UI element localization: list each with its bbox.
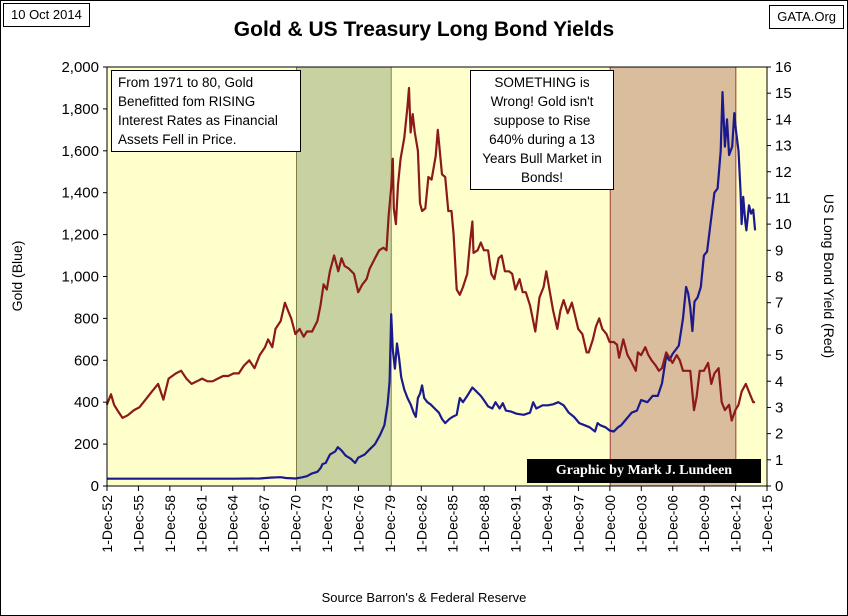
x-axis-tick-label: 1-Dec-03 [633,495,649,553]
x-axis-tick-label: 1-Dec-55 [130,495,146,553]
x-axis-tick-label: 1-Dec-00 [602,495,618,553]
date-label: 10 Oct 2014 [3,3,90,27]
x-axis-tick-label: 1-Dec-73 [319,495,335,553]
right-axis-tick-label: 1 [775,452,783,469]
x-axis-tick-label: 1-Dec-79 [382,495,398,553]
shaded-period-2 [609,66,737,487]
x-axis-tick-label: 1-Dec-09 [696,495,712,553]
right-axis-tick-label: 6 [775,321,783,338]
left-axis-tick-label: 600 [74,352,99,369]
left-axis-tick-label: 200 [74,436,99,453]
x-axis-tick-label: 1-Dec-97 [570,495,586,553]
right-axis-tick-label: 3 [775,399,783,416]
source-label: Source Barron's & Federal Reserve [321,590,527,605]
gold-price-line [106,91,757,480]
right-axis-tick-label: 16 [775,59,792,76]
left-axis-tick-label: 1,600 [61,143,99,160]
right-axis-tick-label: 12 [775,164,792,181]
annotation-1971-80: From 1971 to 80, Gold Benefitted fom RIS… [111,70,301,152]
x-axis-tick-label: 1-Dec-61 [193,495,209,553]
right-axis-tick-label: 13 [775,138,792,155]
chart-title: Gold & US Treasury Long Bond Yields [233,18,615,41]
x-axis-tick-label: 1-Dec-67 [256,495,272,553]
shaded-period-1 [296,66,392,487]
x-axis-tick-label: 1-Dec-64 [225,495,241,553]
x-axis-tick-label: 1-Dec-70 [288,495,304,553]
x-axis-tick-label: 1-Dec-15 [759,495,775,553]
bond-yield-line [105,86,756,422]
right-axis-tick-label: 4 [775,373,783,390]
right-axis-tick-label: 8 [775,269,783,286]
left-axis-tick-label: 1,400 [61,185,99,202]
left-axis-tick-label: 800 [74,310,99,327]
left-axis-tick-label: 1,000 [61,269,99,286]
x-axis-tick-label: 1-Dec-52 [99,495,115,553]
right-axis-tick-label: 11 [775,190,791,207]
right-axis-tick-label: 0 [775,478,783,495]
credit-label: Graphic by Mark J. Lundeen [527,459,761,483]
x-axis-tick-label: 1-Dec-58 [162,495,178,553]
left-axis-tick-label: 0 [91,478,99,495]
left-axis-tick-label: 1,800 [61,101,99,118]
left-axis-tick-label: 2,000 [61,59,99,76]
right-axis-tick-label: 5 [775,347,783,364]
x-axis-tick-label: 1-Dec-94 [539,495,555,553]
left-axis-label: Gold (Blue) [9,240,25,312]
annotation-something-wrong: SOMETHING is Wrong! Gold isn't suppose t… [470,70,614,190]
right-axis-tick-label: 9 [775,242,783,259]
right-axis-tick-label: 10 [775,216,792,233]
left-axis-tick-label: 400 [74,394,99,411]
site-label: GATA.Org [769,5,844,29]
right-axis-tick-label: 15 [775,85,792,102]
x-axis-tick-label: 1-Dec-12 [728,495,744,553]
x-axis-tick-label: 1-Dec-76 [350,495,366,553]
x-axis-tick-label: 1-Dec-85 [445,495,461,553]
right-axis-label: US Long Bond Yield (Red) [821,193,837,359]
right-axis-tick-label: 7 [775,295,783,312]
x-axis-tick-label: 1-Dec-82 [413,495,429,553]
left-axis-tick-label: 1,200 [61,227,99,244]
right-axis-tick-label: 14 [775,111,792,128]
x-axis-tick-label: 1-Dec-06 [665,495,681,553]
x-axis-tick-label: 1-Dec-91 [508,495,524,553]
x-axis-tick-label: 1-Dec-88 [476,495,492,553]
right-axis-tick-label: 2 [775,426,783,443]
